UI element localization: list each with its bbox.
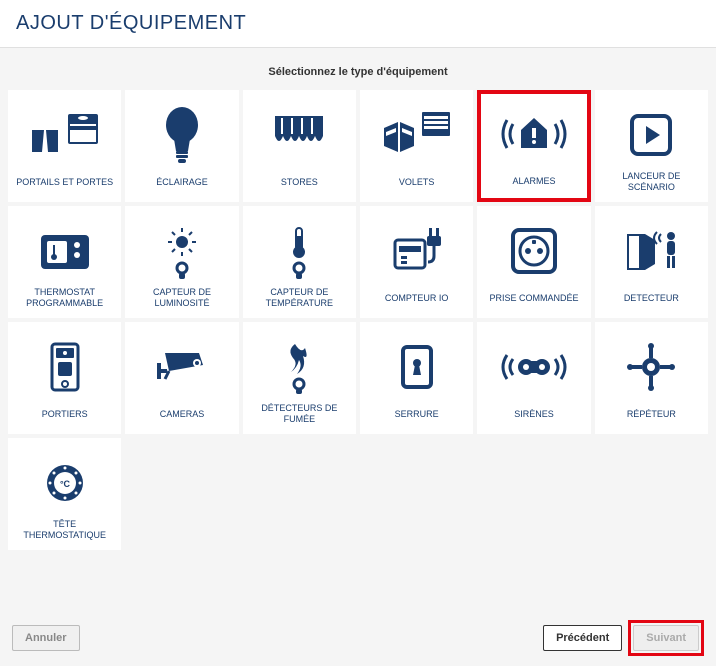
page-title: AJOUT D'ÉQUIPEMENT [16,12,700,35]
next-button-highlight: Suivant [628,620,704,656]
tile-label: SERRURE [395,403,439,425]
next-button[interactable]: Suivant [633,625,699,651]
page-subtitle: Sélectionnez le type d'équipement [0,48,716,90]
tile-label: STORES [281,171,318,193]
tile-label: VOLETS [399,171,435,193]
alarm-icon [485,100,582,170]
tile-label: THERMOSTAT PROGRAMMABLE [15,287,114,309]
tile-label: LANCEUR DE SCÉNARIO [602,171,701,193]
tile-detecteur[interactable]: DETECTEUR [595,206,708,318]
repeater-icon [602,331,701,403]
tile-label: CAPTEUR DE TEMPÉRATURE [250,287,349,309]
tile-temperature[interactable]: CAPTEUR DE TEMPÉRATURE [243,206,356,318]
page-header: AJOUT D'ÉQUIPEMENT [0,0,716,48]
tile-stores[interactable]: STORES [243,90,356,202]
svg-text:°C: °C [60,479,71,489]
tile-label: ÉCLAIRAGE [156,171,208,193]
outlet-icon [484,215,583,287]
tile-label: RÉPÉTEUR [627,403,676,425]
lock-icon [367,331,466,403]
tile-thermostat[interactable]: THERMOSTAT PROGRAMMABLE [8,206,121,318]
equipment-grid: PORTAILS ET PORTES ÉCLAIRAGE [0,90,716,550]
tile-serrure[interactable]: SERRURE [360,322,473,434]
tile-label: PRISE COMMANDÉE [489,287,578,309]
bulb-icon [132,99,231,171]
tile-label: PORTAILS ET PORTES [16,171,113,193]
footer-bar: Annuler Précédent Suivant [0,610,716,666]
motion-detector-icon [602,215,701,287]
tile-compteur[interactable]: COMPTEUR IO [360,206,473,318]
previous-button[interactable]: Précédent [543,625,622,651]
camera-icon [132,331,231,403]
tile-prise[interactable]: PRISE COMMANDÉE [477,206,590,318]
play-launcher-icon [602,99,701,171]
thermostat-icon [15,215,114,287]
tile-portails[interactable]: PORTAILS ET PORTES [8,90,121,202]
tile-lanceur[interactable]: LANCEUR DE SCÉNARIO [595,90,708,202]
thermostatic-head-icon: °C [15,447,114,519]
tile-label: TÊTE THERMOSTATIQUE [15,519,114,541]
tile-label: ALARMES [512,170,555,192]
tile-cameras[interactable]: CAMERAS [125,322,238,434]
tile-label: DÉTECTEURS DE FUMÉE [250,403,349,425]
tile-luminosite[interactable]: CAPTEUR DE LUMINOSITÉ [125,206,238,318]
tile-alarmes[interactable]: ALARMES [477,90,590,202]
tile-sirenes[interactable]: SIRÈNES [477,322,590,434]
doorbell-icon [15,331,114,403]
smoke-detector-icon [250,331,349,403]
tile-label: DETECTEUR [624,287,679,309]
thermometer-sensor-icon [250,215,349,287]
tile-eclairage[interactable]: ÉCLAIRAGE [125,90,238,202]
tile-fumee[interactable]: DÉTECTEURS DE FUMÉE [243,322,356,434]
tile-tete[interactable]: °C TÊTE THERMOSTATIQUE [8,438,121,550]
gate-garage-icon [15,99,114,171]
tile-portiers[interactable]: PORTIERS [8,322,121,434]
meter-plug-icon [367,215,466,287]
tile-label: SIRÈNES [514,403,554,425]
tile-label: CAMERAS [160,403,205,425]
shutter-icon [367,99,466,171]
sun-sensor-icon [132,215,231,287]
tile-volets[interactable]: VOLETS [360,90,473,202]
tile-repeteur[interactable]: RÉPÉTEUR [595,322,708,434]
cancel-button[interactable]: Annuler [12,625,80,651]
tile-label: PORTIERS [42,403,88,425]
tile-label: CAPTEUR DE LUMINOSITÉ [132,287,231,309]
tile-label: COMPTEUR IO [385,287,449,309]
siren-icon [484,331,583,403]
awning-icon [250,99,349,171]
